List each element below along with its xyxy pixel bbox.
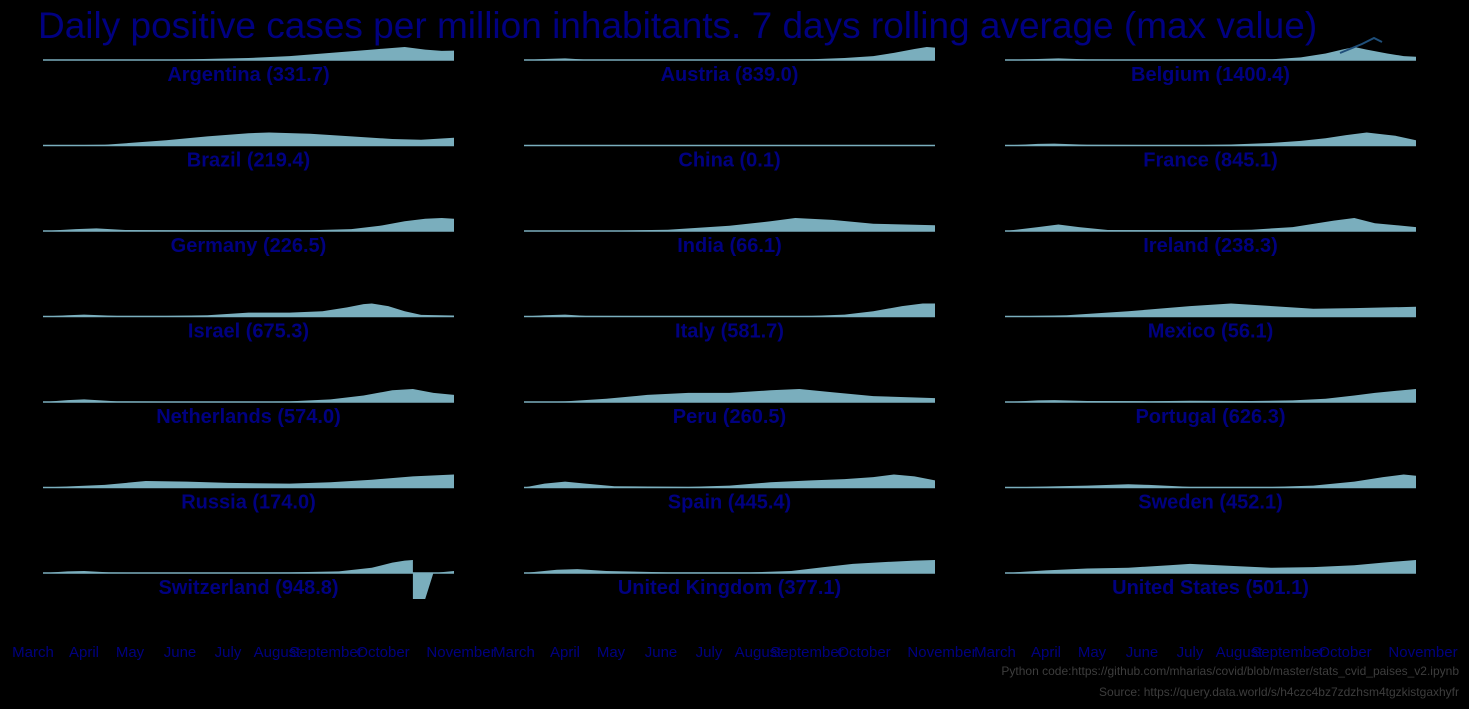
- x-tick-label: March: [493, 644, 535, 661]
- area-united-kingdom: [524, 560, 935, 573]
- x-tick-label: April: [69, 644, 99, 661]
- x-tick-label: May: [116, 644, 145, 661]
- panel-label-germany: Germany (226.5): [171, 235, 327, 257]
- x-tick-label: May: [1078, 644, 1107, 661]
- x-tick-label: July: [696, 644, 723, 661]
- area-belgium: [1005, 47, 1416, 60]
- panel-label-belgium: Belgium (1400.4): [1131, 64, 1290, 86]
- x-tick-label: November: [907, 644, 976, 661]
- area-mexico: [1005, 303, 1416, 317]
- chart-title: Daily positive cases per million inhabit…: [38, 5, 1318, 46]
- panel-label-portugal: Portugal (626.3): [1135, 406, 1285, 428]
- area-united-states: [1005, 560, 1416, 573]
- belgium-peak-line: [1339, 36, 1383, 54]
- area-india: [524, 218, 935, 231]
- area-austria: [524, 47, 935, 60]
- x-tick-label: November: [1388, 644, 1457, 661]
- panel-label-sweden: Sweden (452.1): [1138, 492, 1283, 514]
- area-switzerland: [43, 560, 454, 599]
- x-tick-label: April: [550, 644, 580, 661]
- area-italy: [524, 303, 935, 317]
- x-tick-label: August: [254, 644, 302, 661]
- x-tick-label: March: [12, 644, 54, 661]
- x-tick-label: September: [770, 644, 843, 661]
- area-peru: [524, 389, 935, 402]
- x-tick-label: July: [215, 644, 242, 661]
- panel-label-india: India (66.1): [677, 235, 781, 257]
- area-israel: [43, 303, 454, 317]
- x-tick-label: September: [289, 644, 362, 661]
- x-tick-label: November: [426, 644, 495, 661]
- area-russia: [43, 474, 454, 488]
- x-tick-label: October: [1318, 644, 1371, 661]
- panel-label-mexico: Mexico (56.1): [1148, 321, 1274, 343]
- area-ireland: [1005, 218, 1416, 231]
- area-germany: [43, 218, 454, 231]
- panel-label-russia: Russia (174.0): [181, 492, 316, 514]
- panel-label-israel: Israel (675.3): [188, 321, 309, 343]
- panel-label-switzerland: Switzerland (948.8): [158, 577, 338, 599]
- panel-label-france: France (845.1): [1143, 150, 1278, 172]
- area-netherlands: [43, 389, 454, 402]
- panel-label-austria: Austria (839.0): [661, 64, 799, 86]
- x-tick-label: July: [1177, 644, 1204, 661]
- x-tick-label: June: [645, 644, 678, 661]
- x-tick-label: September: [1251, 644, 1324, 661]
- area-brazil: [43, 132, 454, 146]
- panel-label-united-kingdom: United Kingdom (377.1): [618, 577, 841, 599]
- panel-label-ireland: Ireland (238.3): [1143, 235, 1278, 257]
- area-spain: [524, 474, 935, 488]
- x-tick-label: October: [356, 644, 409, 661]
- area-sweden: [1005, 474, 1416, 488]
- x-tick-label: October: [837, 644, 890, 661]
- code-footnote: Python code:https://github.com/mharias/c…: [1001, 664, 1459, 678]
- x-tick-label: August: [1216, 644, 1264, 661]
- area-france: [1005, 132, 1416, 146]
- x-tick-label: June: [1126, 644, 1159, 661]
- source-footnote: Source: https://query.data.world/s/h4czc…: [1099, 685, 1459, 699]
- x-tick-label: May: [597, 644, 626, 661]
- area-portugal: [1005, 389, 1416, 402]
- x-tick-label: April: [1031, 644, 1061, 661]
- x-tick-label: June: [164, 644, 197, 661]
- panel-label-peru: Peru (260.5): [673, 406, 786, 428]
- x-tick-label: March: [974, 644, 1016, 661]
- x-tick-label: August: [735, 644, 783, 661]
- panel-label-brazil: Brazil (219.4): [187, 150, 310, 172]
- area-argentina: [43, 47, 454, 60]
- panel-label-argentina: Argentina (331.7): [167, 64, 329, 86]
- panel-label-spain: Spain (445.4): [668, 492, 791, 514]
- panel-label-italy: Italy (581.7): [675, 321, 784, 343]
- panel-label-china: China (0.1): [678, 150, 780, 172]
- panel-label-united-states: United States (501.1): [1112, 577, 1309, 599]
- panel-label-netherlands: Netherlands (574.0): [156, 406, 341, 428]
